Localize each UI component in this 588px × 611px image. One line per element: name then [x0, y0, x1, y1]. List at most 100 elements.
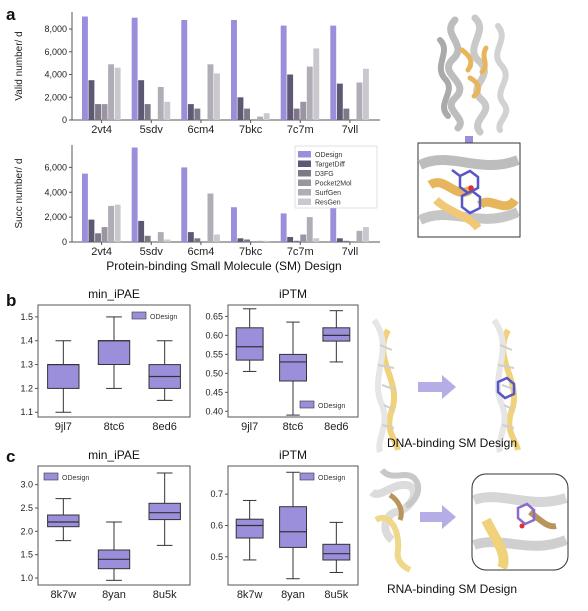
box-8u5k [148, 502, 181, 521]
protein-structure-illustration [437, 14, 510, 136]
bar-ResGen-2vt4 [114, 67, 121, 120]
bar-SurfGen-2vt4 [108, 64, 114, 120]
c-iptm-title: iPTM [279, 448, 307, 462]
bar-D3FG-2vt4 [95, 233, 101, 242]
b-ipae-x-tick-label: 8tc6 [104, 421, 125, 433]
a-valid-y-tick-label: 0 [62, 115, 67, 125]
bar-SurfGen-6cm4 [207, 64, 214, 120]
box-8tc6 [279, 353, 308, 382]
bar-SurfGen-7bkc [257, 116, 263, 120]
c-ipae-y-tick-label: 1.5 [20, 550, 33, 560]
bar-ODesign-7bkc [231, 20, 237, 120]
bar-ODesign-6cm4 [181, 167, 188, 242]
c-ipae-y-tick-label: 2.0 [20, 526, 33, 536]
c-ipae-plot-frame [37, 465, 191, 586]
bar-ODesign-7vll [330, 207, 337, 242]
bar-D3FG-5sdv [144, 235, 151, 242]
bar-TargetDiff-2vt4 [88, 80, 95, 120]
charts-layer: 0 2,000 4,000 6,000 8,000 Valid number/ d 2vt4… [14, 12, 380, 601]
bar-ResGen-7bkc [263, 240, 270, 242]
box-9jl7 [235, 327, 264, 361]
bar-SurfGen-2vt4 [108, 205, 114, 242]
c-ipae-legend-label: ODesign [62, 475, 89, 482]
b-ipae-legend-swatch [131, 311, 147, 320]
bar-SurfGen-6cm4 [207, 193, 214, 242]
bar-Pocket2Mol-2vt4 [101, 227, 108, 242]
b-ipae-title: min_iPAE [88, 287, 140, 301]
b-iptm-y-tick-label: 0.45 [205, 387, 223, 397]
bar-TargetDiff-6cm4 [187, 104, 194, 120]
binding-pocket-illustration [417, 142, 521, 238]
bar-D3FG-5sdv [144, 104, 151, 120]
panel-c-caption: RNA-binding SM Design [387, 582, 517, 596]
legend-swatch-D3FG [298, 170, 311, 177]
a-succ-x-tick-label: 5sdv [140, 246, 164, 258]
a-valid-y-tick-label: 6,000 [44, 47, 67, 57]
bar-D3FG-6cm4 [194, 238, 201, 242]
c-iptm-legend-label: ODesign [318, 475, 345, 482]
legend-label-D3FG: D3FG [315, 171, 334, 178]
bar-Pocket2Mol-2vt4 [101, 104, 108, 120]
b-iptm-y-tick-label: 0.50 [205, 368, 223, 378]
c-ipae-y-tick-label: 3.0 [20, 480, 33, 490]
c-ipae-x-tick-label: 8yan [102, 589, 126, 601]
a-valid-x-tick-label: 2vt4 [91, 124, 112, 136]
dna-structure-illustration [371, 318, 521, 453]
bar-TargetDiff-7bkc [237, 97, 244, 120]
box-8yan [279, 506, 308, 548]
b-ipae-y-tick-label: 1.5 [20, 312, 33, 322]
bar-ResGen-5sdv [164, 101, 171, 120]
bar-ResGen-6cm4 [214, 73, 220, 120]
bar-SurfGen-5sdv [157, 87, 164, 120]
bar-ODesign-7c7m [280, 25, 287, 121]
legend-label-Pocket2Mol: Pocket2Mol [315, 181, 352, 188]
c-ipae-legend-swatch [43, 472, 59, 481]
box-8k7w [47, 514, 80, 528]
bar-TargetDiff-7c7m [287, 74, 294, 120]
bar-SurfGen-7vll [356, 82, 363, 120]
bar-ODesign-7bkc [231, 207, 237, 242]
bar-D3FG-2vt4 [95, 104, 101, 120]
b-iptm-y-tick-label: 0.55 [205, 349, 223, 359]
panel-b-caption: DNA-binding SM Design [387, 436, 517, 450]
a-valid-x-tick-label: 6cm4 [187, 124, 214, 136]
b-ipae-y-tick-label: 1.2 [20, 383, 33, 393]
legend-label-SurfGen: SurfGen [315, 190, 341, 197]
bar-TargetDiff-7c7m [287, 237, 294, 242]
c-ipae-x-tick-label: 8k7w [50, 589, 76, 601]
b-ipae-legend-label: ODesign [150, 314, 177, 321]
bar-ResGen-6cm4 [214, 234, 220, 242]
c-iptm-x-tick-label: 8yan [281, 589, 305, 601]
c-iptm-y-tick-label: 0.5 [210, 552, 223, 562]
bar-TargetDiff-2vt4 [88, 219, 95, 242]
legend-swatch-ResGen [298, 198, 311, 205]
c-ipae-x-tick-label: 8u5k [153, 589, 177, 601]
b-iptm-title: iPTM [279, 287, 307, 301]
panel-a-letter: a [6, 5, 16, 24]
a-valid-y-tick-label: 2,000 [44, 92, 67, 102]
c-ipae-y-tick-label: 2.5 [20, 503, 33, 513]
box-9jl7 [47, 364, 80, 389]
a-valid-x-tick-label: 7c7m [287, 124, 314, 136]
legend-swatch-ODesign [298, 151, 311, 158]
bar-ResGen-7c7m [313, 238, 320, 242]
b-iptm-y-tick-label: 0.40 [205, 406, 223, 416]
legend-label-ResGen: ResGen [315, 200, 341, 207]
b-iptm-legend-swatch [299, 400, 315, 409]
c-iptm-y-tick-label: 0.6 [210, 521, 223, 531]
b-iptm-y-tick-label: 0.60 [205, 330, 223, 340]
bar-ODesign-5sdv [131, 17, 138, 121]
c-iptm-x-tick-label: 8u5k [324, 589, 348, 601]
right-arrow-icon [418, 375, 456, 399]
bar-D3FG-6cm4 [194, 108, 201, 120]
a-succ-x-tick-label: 2vt4 [91, 246, 112, 258]
a-succ-x-tick-label: 7vll [342, 246, 359, 258]
bar-SurfGen-7c7m [306, 217, 313, 242]
bar-TargetDiff-5sdv [138, 80, 145, 120]
a-succ-y-tick-label: 6,000 [44, 162, 67, 172]
c-iptm-legend-swatch [299, 472, 315, 481]
b-iptm-legend-label: ODesign [318, 403, 345, 410]
a-valid-x-tick-label: 7vll [342, 124, 359, 136]
bar-D3FG-7bkc [244, 239, 250, 242]
